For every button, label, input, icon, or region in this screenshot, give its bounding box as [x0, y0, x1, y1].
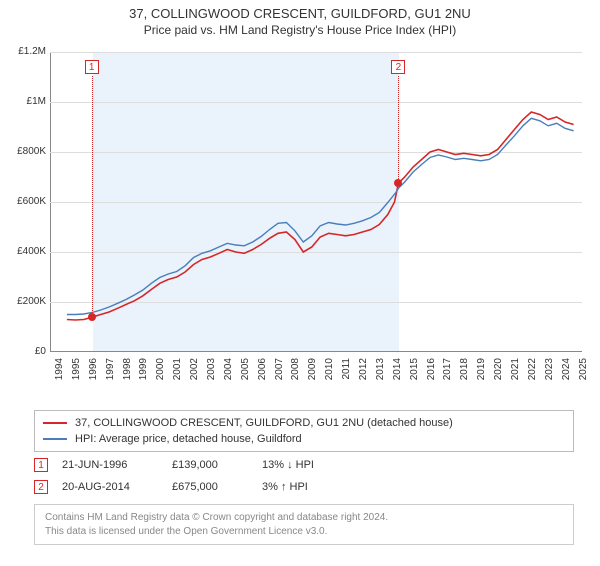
marker-badge: 1 [85, 60, 99, 74]
legend-item: 37, COLLINGWOOD CRESCENT, GUILDFORD, GU1… [43, 415, 565, 431]
legend-swatch [43, 438, 67, 440]
x-axis-label: 2008 [290, 358, 301, 390]
chart-area: £0£200K£400K£600K£800K£1M£1.2M1994199519… [0, 48, 600, 404]
x-axis-label: 2013 [375, 358, 386, 390]
x-axis-label: 2016 [426, 358, 437, 390]
x-axis-label: 2002 [189, 358, 200, 390]
x-axis-label: 2023 [544, 358, 555, 390]
x-axis-label: 2014 [392, 358, 403, 390]
x-axis-label: 2009 [307, 358, 318, 390]
x-axis-label: 2015 [409, 358, 420, 390]
x-axis-label: 2019 [476, 358, 487, 390]
footer-attribution: Contains HM Land Registry data © Crown c… [34, 504, 574, 545]
x-axis-label: 2012 [358, 358, 369, 390]
legend-swatch [43, 422, 67, 424]
marker-dot [88, 313, 96, 321]
legend-item: HPI: Average price, detached house, Guil… [43, 431, 565, 447]
marker-badge: 2 [391, 60, 405, 74]
x-axis-label: 1995 [71, 358, 82, 390]
x-axis-label: 2000 [155, 358, 166, 390]
x-axis-label: 2003 [206, 358, 217, 390]
x-axis-label: 1996 [88, 358, 99, 390]
event-date: 21-JUN-1996 [62, 459, 172, 471]
x-axis-label: 2004 [223, 358, 234, 390]
event-row: 1 21-JUN-1996£139,00013% ↓ HPI [34, 454, 574, 476]
event-delta: 13% ↓ HPI [262, 459, 314, 471]
footer-line: Contains HM Land Registry data © Crown c… [45, 511, 563, 525]
x-axis-label: 1999 [138, 358, 149, 390]
legend: 37, COLLINGWOOD CRESCENT, GUILDFORD, GU1… [34, 410, 574, 452]
event-price: £675,000 [172, 481, 262, 493]
x-axis-label: 1998 [122, 358, 133, 390]
x-axis-label: 1997 [105, 358, 116, 390]
series-property [67, 112, 574, 320]
legend-label: 37, COLLINGWOOD CRESCENT, GUILDFORD, GU1… [75, 417, 453, 429]
line-layer [0, 48, 586, 356]
x-axis-label: 2020 [493, 358, 504, 390]
x-axis-label: 1994 [54, 358, 65, 390]
marker-line [92, 76, 93, 317]
legend-label: HPI: Average price, detached house, Guil… [75, 433, 302, 445]
marker-line [398, 76, 399, 183]
x-axis-label: 2006 [257, 358, 268, 390]
x-axis-label: 2001 [172, 358, 183, 390]
chart-subtitle: Price paid vs. HM Land Registry's House … [0, 23, 600, 37]
event-price: £139,000 [172, 459, 262, 471]
series-hpi [67, 118, 574, 314]
chart-title: 37, COLLINGWOOD CRESCENT, GUILDFORD, GU1… [0, 6, 600, 21]
event-badge: 2 [34, 480, 48, 494]
marker-dot [394, 179, 402, 187]
x-axis-label: 2017 [442, 358, 453, 390]
x-axis-label: 2005 [240, 358, 251, 390]
x-axis-label: 2007 [274, 358, 285, 390]
x-axis-label: 2022 [527, 358, 538, 390]
footer-line: This data is licensed under the Open Gov… [45, 525, 563, 539]
x-axis-label: 2011 [341, 358, 352, 390]
x-axis-label: 2025 [578, 358, 589, 390]
x-axis-label: 2010 [324, 358, 335, 390]
event-date: 20-AUG-2014 [62, 481, 172, 493]
chart-container: { "title": "37, COLLINGWOOD CRESCENT, GU… [0, 6, 600, 566]
x-axis-label: 2021 [510, 358, 521, 390]
x-axis-label: 2018 [459, 358, 470, 390]
event-delta: 3% ↑ HPI [262, 481, 308, 493]
event-row: 2 20-AUG-2014£675,0003% ↑ HPI [34, 476, 574, 498]
event-table: 1 21-JUN-1996£139,00013% ↓ HPI 2 20-AUG-201… [34, 454, 574, 498]
x-axis-label: 2024 [561, 358, 572, 390]
event-badge: 1 [34, 458, 48, 472]
